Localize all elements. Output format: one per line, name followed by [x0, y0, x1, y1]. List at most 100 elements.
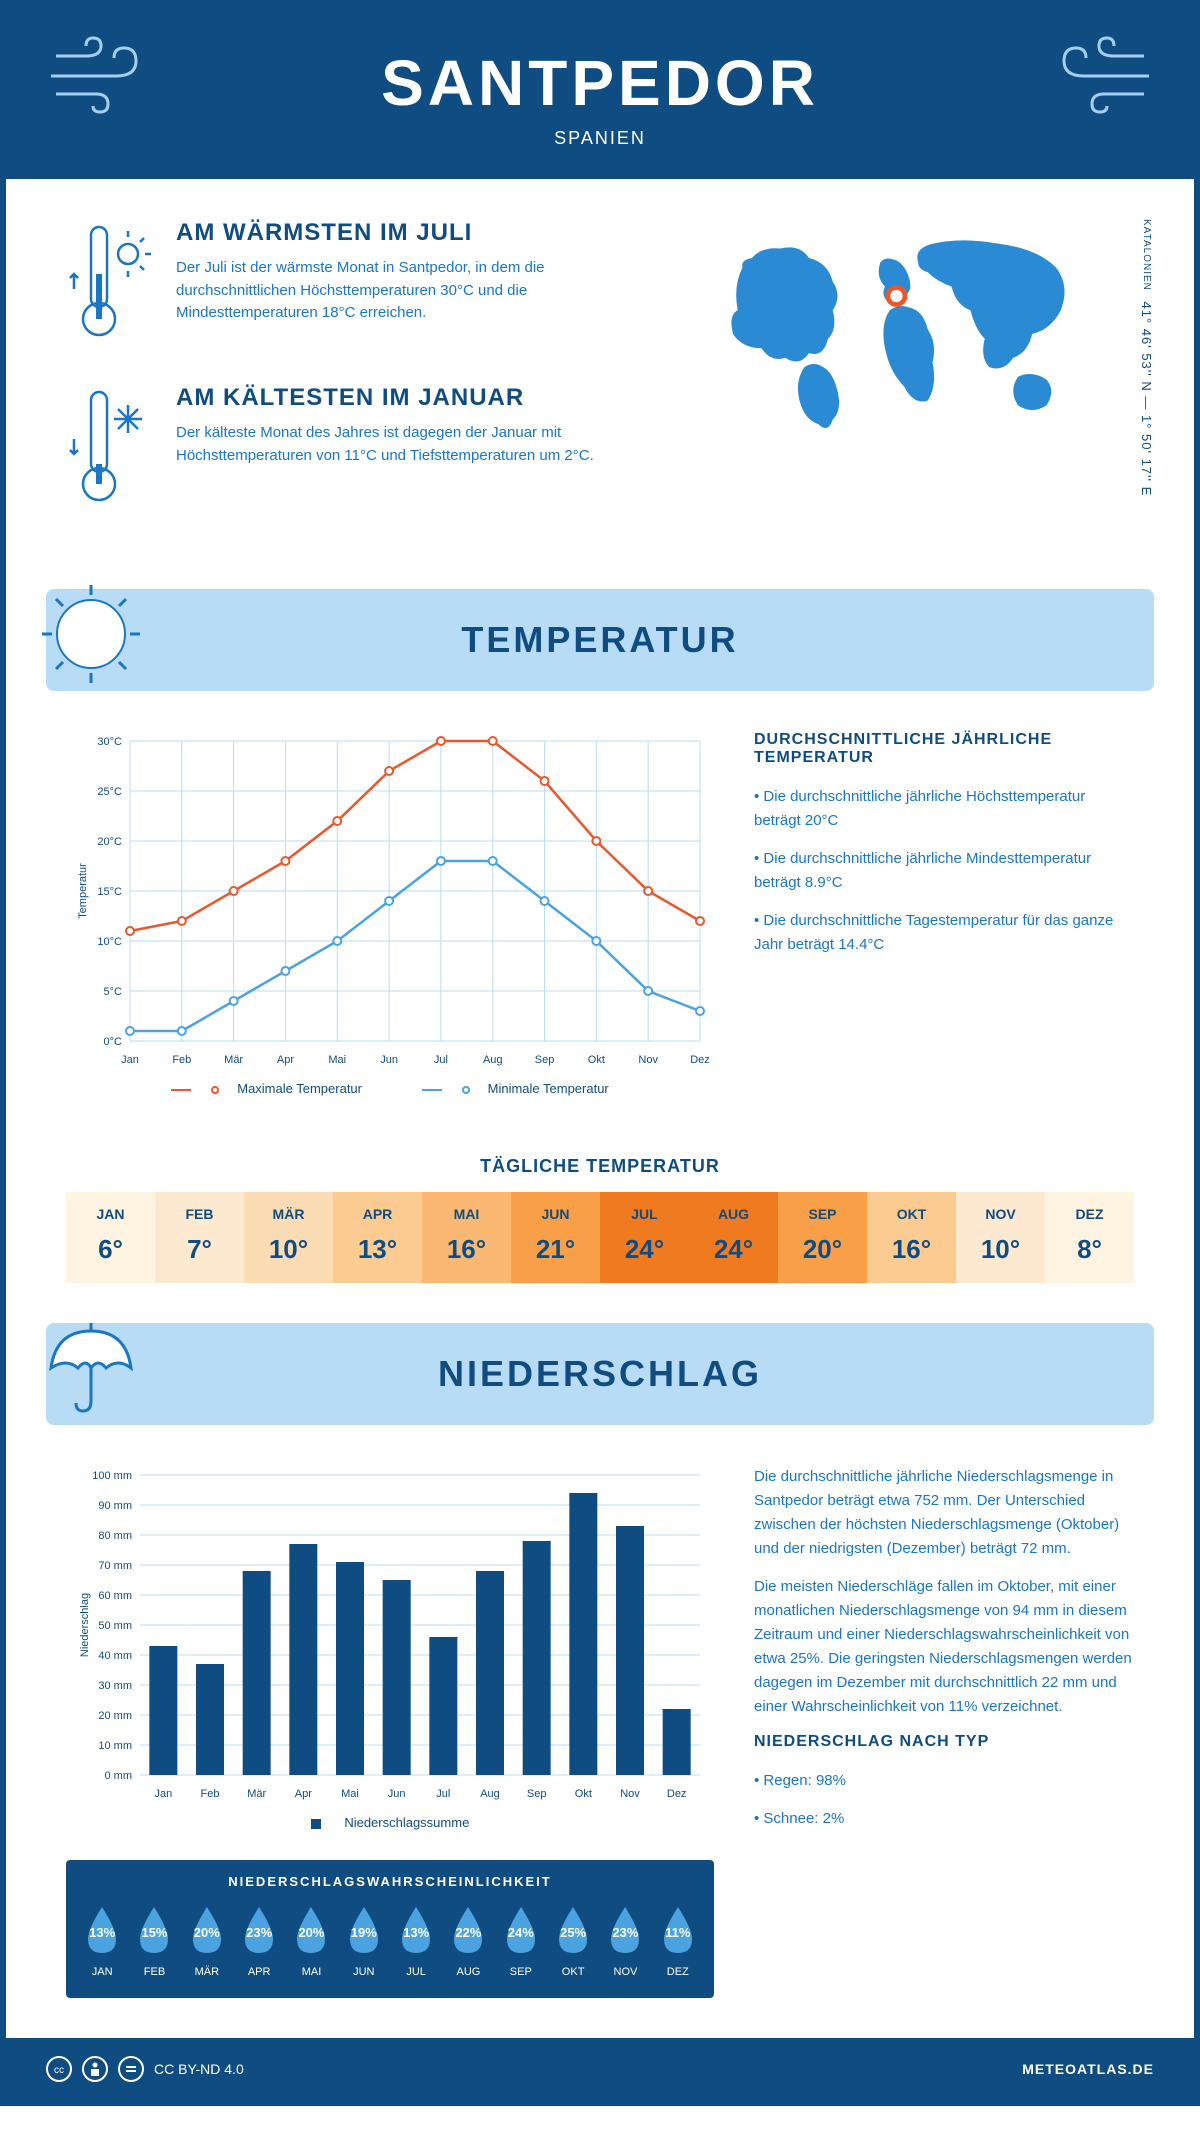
temp-cell: MÄR10°: [244, 1192, 333, 1283]
svg-text:Jun: Jun: [380, 1054, 398, 1066]
precip-drop: 13%JAN: [76, 1903, 128, 1978]
wind-icon: [46, 36, 166, 116]
precip-banner: NIEDERSCHLAG: [46, 1323, 1154, 1425]
svg-text:cc: cc: [54, 2065, 64, 2076]
precip-para-2: Die meisten Niederschläge fallen im Okto…: [754, 1575, 1134, 1719]
svg-text:Jul: Jul: [434, 1054, 448, 1066]
svg-text:Jul: Jul: [436, 1788, 450, 1800]
svg-text:20°C: 20°C: [97, 836, 122, 848]
temp-info-3: • Die durchschnittliche Tagestemperatur …: [754, 909, 1134, 957]
temp-info-title: DURCHSCHNITTLICHE JÄHRLICHE TEMPERATUR: [754, 731, 1134, 767]
by-icon: [82, 2056, 108, 2082]
temp-cell: APR13°: [333, 1192, 422, 1283]
precip-drop: 20%MÄR: [181, 1903, 233, 1978]
svg-text:Mär: Mär: [224, 1054, 243, 1066]
precip-drop: 23%NOV: [599, 1903, 651, 1978]
svg-text:30°C: 30°C: [97, 736, 122, 748]
temp-cell: NOV10°: [956, 1192, 1045, 1283]
svg-text:Mär: Mär: [247, 1788, 266, 1800]
temp-cell: JUN21°: [511, 1192, 600, 1283]
svg-text:30 mm: 30 mm: [98, 1680, 132, 1692]
svg-text:25°C: 25°C: [97, 786, 122, 798]
svg-text:Mai: Mai: [328, 1054, 346, 1066]
license-text: CC BY-ND 4.0: [154, 2061, 244, 2077]
precip-drop: 25%OKT: [547, 1903, 599, 1978]
temp-cell: AUG24°: [689, 1192, 778, 1283]
temp-cell: SEP20°: [778, 1192, 867, 1283]
precip-drop: 24%SEP: [495, 1903, 547, 1978]
svg-text:Temperatur: Temperatur: [77, 863, 89, 919]
warmest-block: AM WÄRMSTEN IM JULI Der Juli ist der wär…: [66, 219, 674, 354]
precip-drop: 19%JUN: [338, 1903, 390, 1978]
svg-text:20 mm: 20 mm: [98, 1710, 132, 1722]
sun-icon: [36, 579, 146, 689]
svg-text:90 mm: 90 mm: [98, 1500, 132, 1512]
footer: cc CC BY-ND 4.0 METEOATLAS.DE: [6, 2038, 1194, 2100]
daily-temp-title: TÄGLICHE TEMPERATUR: [6, 1156, 1194, 1177]
svg-text:80 mm: 80 mm: [98, 1530, 132, 1542]
temp-info-2: • Die durchschnittliche jährliche Mindes…: [754, 847, 1134, 895]
svg-text:5°C: 5°C: [104, 986, 123, 998]
svg-text:Nov: Nov: [638, 1054, 658, 1066]
svg-text:Aug: Aug: [483, 1054, 503, 1066]
precip-drop: 23%APR: [233, 1903, 285, 1978]
temp-cell: MAI16°: [422, 1192, 511, 1283]
temperature-line-chart: 0°C5°C10°C15°C20°C25°C30°CJanFebMärAprMa…: [66, 731, 714, 1071]
precip-type-1: • Regen: 98%: [754, 1769, 1134, 1793]
precip-bar-chart: 0 mm10 mm20 mm30 mm40 mm50 mm60 mm70 mm8…: [66, 1465, 714, 1805]
svg-text:50 mm: 50 mm: [98, 1620, 132, 1632]
svg-text:Dez: Dez: [690, 1054, 710, 1066]
subtitle: SPANIEN: [26, 128, 1174, 149]
temp-cell: DEZ8°: [1045, 1192, 1134, 1283]
svg-text:Aug: Aug: [480, 1788, 500, 1800]
world-map-icon: [714, 219, 1134, 454]
coldest-block: AM KÄLTESTEN IM JANUAR Der kälteste Mona…: [66, 384, 674, 519]
svg-text:100 mm: 100 mm: [92, 1470, 132, 1482]
svg-text:70 mm: 70 mm: [98, 1560, 132, 1572]
svg-text:Apr: Apr: [277, 1054, 294, 1066]
thermometer-cold-icon: [66, 384, 156, 519]
temp-legend: Maximale Temperatur Minimale Temperatur: [66, 1081, 714, 1096]
svg-text:10°C: 10°C: [97, 936, 122, 948]
coldest-title: AM KÄLTESTEN IM JANUAR: [176, 384, 596, 412]
svg-text:10 mm: 10 mm: [98, 1740, 132, 1752]
temp-cell: JAN6°: [66, 1192, 155, 1283]
coordinates: KATALONIEN 41° 46' 53'' N — 1° 50' 17'' …: [1139, 219, 1154, 496]
nd-icon: [118, 2056, 144, 2082]
svg-text:0 mm: 0 mm: [105, 1770, 133, 1782]
wind-icon: [1034, 36, 1154, 116]
svg-text:Sep: Sep: [535, 1054, 555, 1066]
svg-text:Okt: Okt: [575, 1788, 592, 1800]
svg-text:Feb: Feb: [172, 1054, 191, 1066]
svg-text:Dez: Dez: [667, 1788, 687, 1800]
precip-drop: 13%JUL: [390, 1903, 442, 1978]
precip-drop: 15%FEB: [128, 1903, 180, 1978]
coldest-text: Der kälteste Monat des Jahres ist dagege…: [176, 422, 596, 467]
svg-text:Jun: Jun: [388, 1788, 406, 1800]
svg-text:Okt: Okt: [588, 1054, 605, 1066]
page-title: SANTPEDOR: [26, 46, 1174, 120]
precip-probability: NIEDERSCHLAGSWAHRSCHEINLICHKEIT 13%JAN15…: [66, 1860, 714, 1998]
precip-drop: 11%DEZ: [652, 1903, 704, 1978]
header: SANTPEDOR SPANIEN: [6, 6, 1194, 179]
precip-type-2: • Schnee: 2%: [754, 1807, 1134, 1831]
temp-cell: JUL24°: [600, 1192, 689, 1283]
precip-para-1: Die durchschnittliche jährliche Niedersc…: [754, 1465, 1134, 1561]
svg-text:0°C: 0°C: [104, 1036, 123, 1048]
svg-text:60 mm: 60 mm: [98, 1590, 132, 1602]
svg-text:Mai: Mai: [341, 1788, 359, 1800]
svg-text:Jan: Jan: [121, 1054, 139, 1066]
daily-temp-strip: JAN6°FEB7°MÄR10°APR13°MAI16°JUN21°JUL24°…: [66, 1192, 1134, 1283]
cc-icon: cc: [46, 2056, 72, 2082]
svg-text:Sep: Sep: [527, 1788, 547, 1800]
temp-cell: OKT16°: [867, 1192, 956, 1283]
warmest-text: Der Juli ist der wärmste Monat in Santpe…: [176, 257, 596, 325]
umbrella-icon: [36, 1313, 146, 1423]
precip-drop: 20%MAI: [285, 1903, 337, 1978]
temp-cell: FEB7°: [155, 1192, 244, 1283]
precip-type-title: NIEDERSCHLAG NACH TYP: [754, 1733, 1134, 1751]
thermometer-hot-icon: [66, 219, 156, 354]
svg-text:Feb: Feb: [201, 1788, 220, 1800]
site-name: METEOATLAS.DE: [1022, 2061, 1154, 2077]
temp-info-1: • Die durchschnittliche jährliche Höchst…: [754, 785, 1134, 833]
